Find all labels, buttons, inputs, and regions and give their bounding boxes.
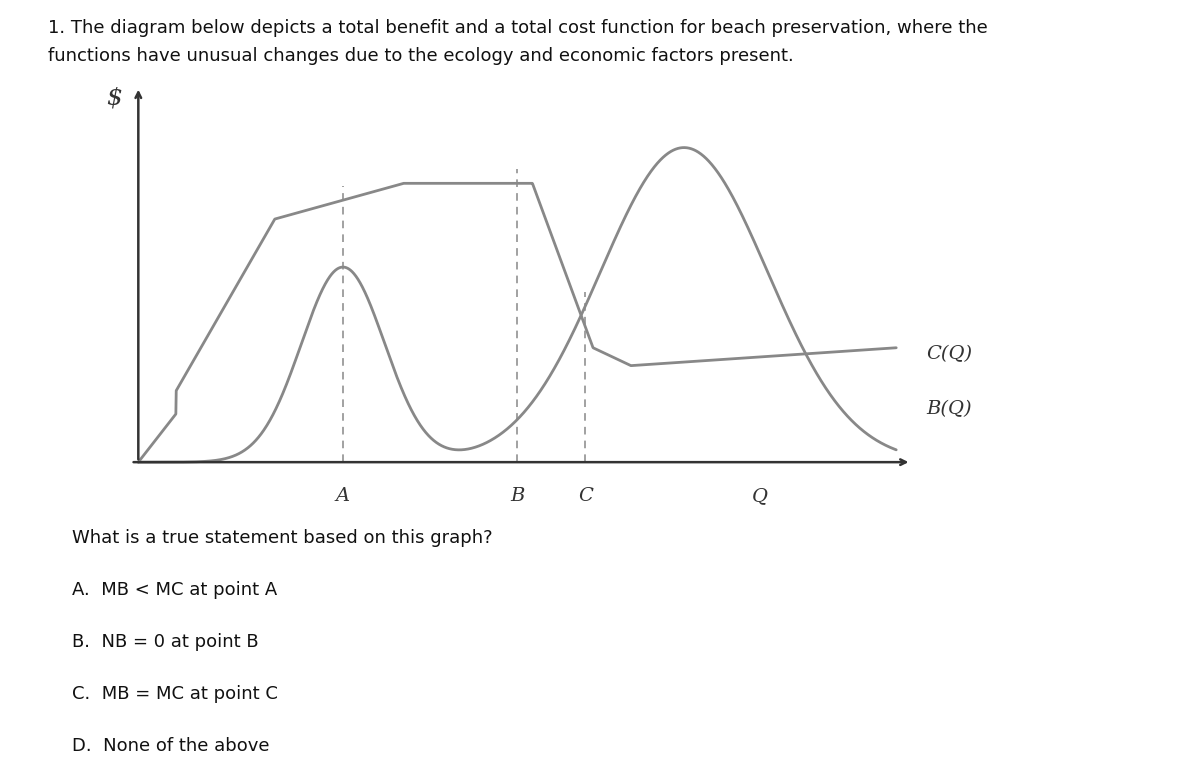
Text: D.  None of the above: D. None of the above [72,737,270,755]
Text: Q: Q [751,487,768,505]
Text: functions have unusual changes due to the ecology and economic factors present.: functions have unusual changes due to th… [48,47,793,65]
Text: B: B [510,487,524,505]
Text: C: C [578,487,593,505]
Text: A: A [336,487,350,505]
Text: $: $ [106,86,122,109]
Text: C(Q): C(Q) [926,345,973,363]
Text: 1. The diagram below depicts a total benefit and a total cost function for beach: 1. The diagram below depicts a total ben… [48,19,988,37]
Text: A.  MB < MC at point A: A. MB < MC at point A [72,581,277,598]
Text: C.  MB = MC at point C: C. MB = MC at point C [72,685,278,702]
Text: What is a true statement based on this graph?: What is a true statement based on this g… [72,529,493,546]
Text: B.  NB = 0 at point B: B. NB = 0 at point B [72,633,259,650]
Text: B(Q): B(Q) [926,400,972,418]
